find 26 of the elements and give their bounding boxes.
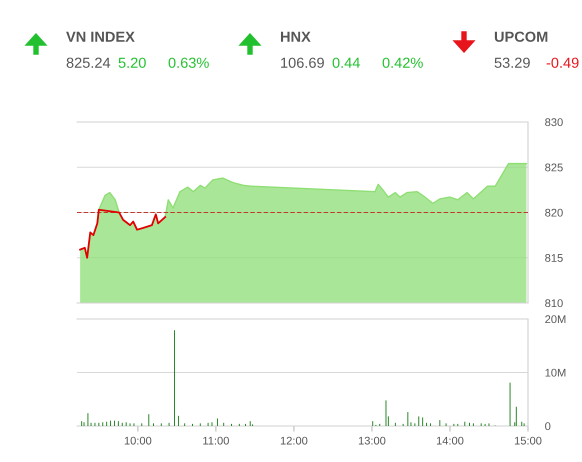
x-tick-label: 14:00 <box>436 436 464 445</box>
text: 0.42% <box>382 58 423 68</box>
data-label: -0.49 <box>546 58 579 68</box>
y-tick-label: 0 <box>545 422 550 430</box>
x-tick-label: 10:00 <box>124 436 152 445</box>
text: 0.63% <box>168 58 209 68</box>
y-tick-label: 810 <box>545 299 563 308</box>
x-tick-label: 15:00 <box>514 436 542 445</box>
data-label: 5.20 <box>118 58 146 68</box>
x-tick-label: 12:00 <box>280 436 308 445</box>
category-label: VN INDEX <box>66 32 135 42</box>
x-tick-label: 11:00 <box>203 436 229 445</box>
y-tick-label: 20M <box>545 315 566 324</box>
y-tick-label: 830 <box>545 118 563 126</box>
text: 106.69 <box>281 58 324 68</box>
data-label: 0.44 <box>332 58 360 68</box>
line-series <box>79 208 166 259</box>
text: 825.24 <box>66 58 110 68</box>
category-label: UPCOM <box>494 32 548 42</box>
x-tick-label: 13:00 <box>358 436 386 445</box>
y-tick-label: 815 <box>545 254 563 262</box>
category-label: HNX <box>280 32 311 42</box>
text: 53.29 <box>494 58 530 68</box>
y-tick-label: 825 <box>545 164 563 172</box>
y-tick-label: 820 <box>545 208 563 217</box>
y-tick-label: 10M <box>546 368 566 377</box>
